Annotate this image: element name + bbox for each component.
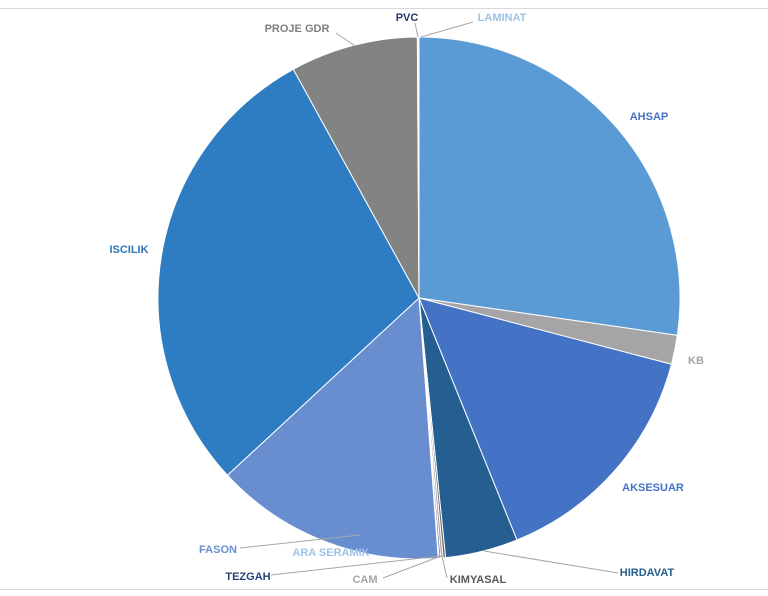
leader-lines (239, 21, 619, 579)
slice-label-tezgah: TEZGAH (225, 571, 270, 583)
pie-slices (157, 36, 681, 560)
leader-line-kimyasal (441, 555, 448, 579)
leader-line-pvc (414, 22, 419, 38)
pie-slice-ahsap[interactable] (418, 36, 681, 336)
slice-label-hirdavat: HIRDAVAT (620, 567, 675, 579)
slice-label-ara-seramik: ARA SERAMIK (292, 547, 369, 559)
leader-line-cam (382, 555, 442, 579)
leader-line-hirdavat (483, 550, 619, 574)
leader-line-laminat (420, 21, 474, 38)
slice-label-pvc: PVC (396, 12, 419, 24)
slice-label-iscilik: ISCILIK (109, 244, 148, 256)
slice-label-ahsap: AHSAP (630, 111, 669, 123)
chart-bottom-border (0, 589, 768, 590)
slice-label-aksesuar: AKSESUAR (622, 482, 684, 494)
leader-line-proje-gdr (335, 32, 356, 47)
slice-label-kimyasal: KIMYASAL (450, 574, 507, 586)
chart-top-border (0, 8, 768, 9)
pie-slice-laminat[interactable] (417, 36, 420, 299)
slice-label-fason: FASON (199, 544, 237, 556)
leader-line-fason (239, 534, 361, 549)
slice-label-cam: CAM (352, 574, 377, 586)
slice-labels: AHSAP KB AKSESUAR HIRDAVAT KIMYASAL CAM TEZGAH… (109, 12, 704, 586)
slice-label-laminat: LAMINAT (478, 12, 527, 24)
pie-slice-iscilik[interactable] (157, 68, 420, 476)
slice-label-proje-gdr: PROJE GDR (265, 23, 330, 35)
slice-label-kb: KB (688, 355, 704, 367)
pie-slice-aksesuar[interactable] (418, 297, 673, 541)
leader-line-tezgah (270, 555, 441, 576)
